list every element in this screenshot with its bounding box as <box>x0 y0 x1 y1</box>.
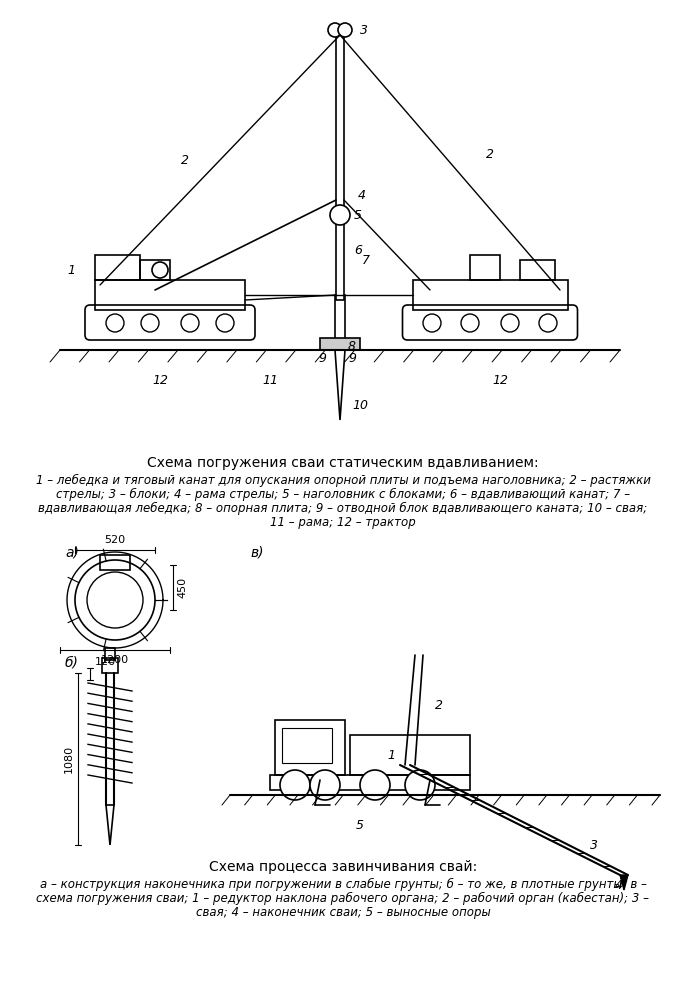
Circle shape <box>360 770 390 800</box>
Bar <box>140 260 170 280</box>
Circle shape <box>87 572 143 628</box>
Bar <box>320 338 360 350</box>
Text: 120: 120 <box>95 657 116 667</box>
Text: схема погружения сваи; 1 – редуктор наклона рабочего органа; 2 – рабочий орган (: схема погружения сваи; 1 – редуктор накл… <box>36 892 650 905</box>
Circle shape <box>141 314 159 332</box>
Bar <box>100 555 130 570</box>
Text: 8: 8 <box>348 340 356 353</box>
Bar <box>95 280 245 310</box>
Circle shape <box>216 314 234 332</box>
Text: 4: 4 <box>615 878 623 891</box>
Text: 1080: 1080 <box>64 745 74 773</box>
Text: 12: 12 <box>152 373 168 386</box>
Circle shape <box>405 770 435 800</box>
Text: а – конструкция наконечника при погружении в слабые грунты; б – то же, в плотные: а – конструкция наконечника при погружен… <box>40 878 646 891</box>
Bar <box>412 280 567 310</box>
Text: 1: 1 <box>387 749 395 762</box>
Circle shape <box>423 314 441 332</box>
Bar <box>336 25 344 300</box>
Text: 450: 450 <box>177 576 187 598</box>
Circle shape <box>75 560 155 640</box>
Text: 1 – лебедка и тяговый канат для опускания опорной плиты и подъема наголовника; 2: 1 – лебедка и тяговый канат для опускани… <box>36 474 650 487</box>
Text: вдавливающая лебедка; 8 – опорная плита; 9 – отводной блок вдавливающего каната;: вдавливающая лебедка; 8 – опорная плита;… <box>38 502 648 515</box>
Text: а): а) <box>65 545 79 559</box>
Text: Схема процесса завинчивания свай:: Схема процесса завинчивания свай: <box>209 860 477 874</box>
Text: в): в) <box>250 545 263 559</box>
Text: 1200: 1200 <box>101 655 129 665</box>
Circle shape <box>338 23 352 37</box>
Text: 9: 9 <box>318 352 326 365</box>
Bar <box>270 775 470 790</box>
Circle shape <box>106 314 124 332</box>
Bar <box>335 295 345 350</box>
Text: стрелы; 3 – блоки; 4 – рама стрелы; 5 – наголовник с блоками; 6 – вдавливающий к: стрелы; 3 – блоки; 4 – рама стрелы; 5 – … <box>56 488 630 501</box>
Circle shape <box>328 23 342 37</box>
Bar <box>470 255 500 280</box>
Text: 5: 5 <box>354 208 362 221</box>
Text: 520: 520 <box>104 535 126 545</box>
Text: 1: 1 <box>67 264 75 277</box>
Circle shape <box>461 314 479 332</box>
Circle shape <box>310 770 340 800</box>
Bar <box>275 720 345 775</box>
Text: 9: 9 <box>348 352 356 365</box>
Polygon shape <box>106 805 114 845</box>
Text: 6: 6 <box>354 243 362 257</box>
Text: 2: 2 <box>181 153 189 167</box>
Text: 3: 3 <box>590 839 598 852</box>
FancyBboxPatch shape <box>85 305 255 340</box>
Text: 11: 11 <box>262 373 278 386</box>
Text: 2: 2 <box>435 699 443 711</box>
Circle shape <box>539 314 557 332</box>
Text: 7: 7 <box>362 254 370 267</box>
Text: 11 – рама; 12 – трактор: 11 – рама; 12 – трактор <box>270 516 416 529</box>
Circle shape <box>330 205 350 225</box>
Circle shape <box>181 314 199 332</box>
Bar <box>102 658 118 673</box>
Text: свая; 4 – наконечник сваи; 5 – выносные опоры: свая; 4 – наконечник сваи; 5 – выносные … <box>196 906 490 919</box>
Polygon shape <box>335 350 345 420</box>
Bar <box>282 728 332 763</box>
Bar <box>105 648 115 660</box>
Text: 10: 10 <box>352 398 368 411</box>
Bar <box>350 735 470 775</box>
Text: Схема погружения сваи статическим вдавливанием:: Схема погружения сваи статическим вдавли… <box>147 456 539 470</box>
Circle shape <box>501 314 519 332</box>
Circle shape <box>152 262 168 278</box>
Polygon shape <box>620 875 628 890</box>
FancyBboxPatch shape <box>403 305 578 340</box>
Text: 5: 5 <box>356 818 364 832</box>
Text: 3: 3 <box>360 24 368 37</box>
Text: 2: 2 <box>486 148 494 161</box>
Text: 4: 4 <box>358 189 366 202</box>
Text: 12: 12 <box>492 373 508 386</box>
Circle shape <box>280 770 310 800</box>
Bar <box>95 255 140 280</box>
Text: б): б) <box>65 655 79 669</box>
Bar <box>520 260 555 280</box>
